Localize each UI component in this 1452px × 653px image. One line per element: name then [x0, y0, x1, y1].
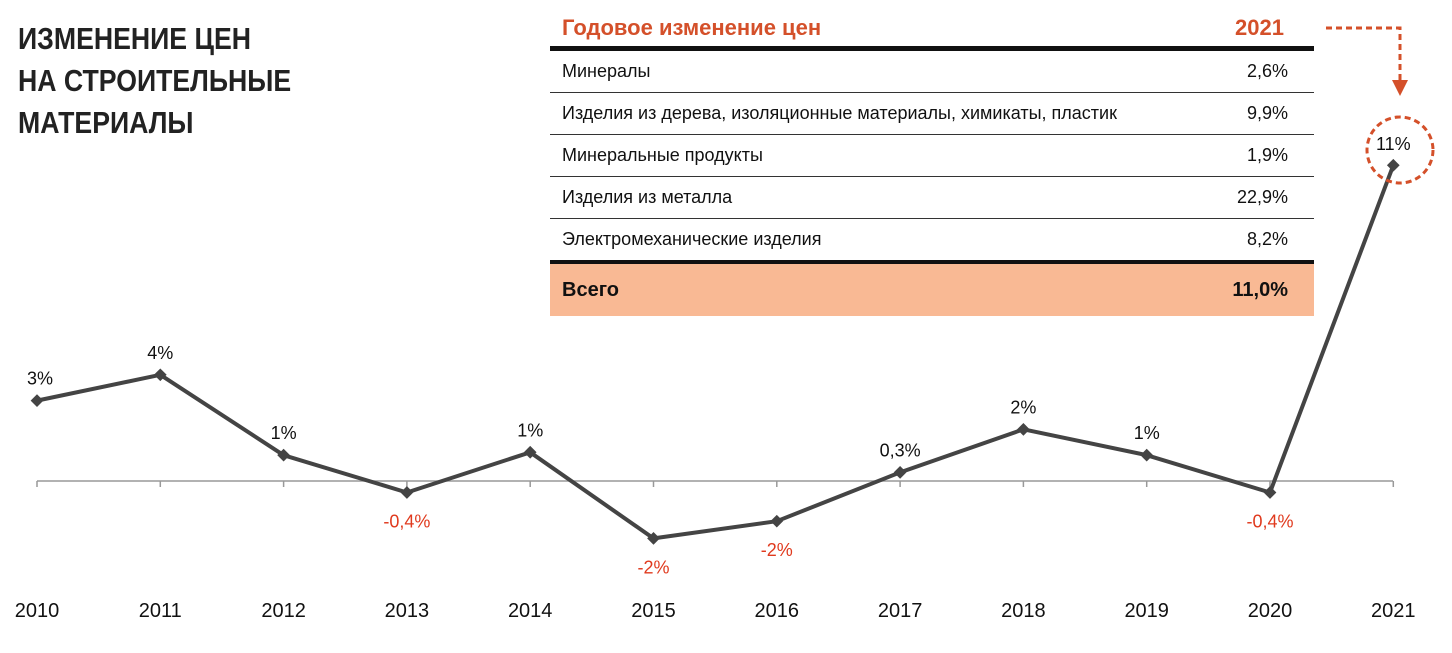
- row-value: 1,9%: [1207, 134, 1314, 177]
- data-point: [770, 514, 784, 528]
- data-label: -0,4%: [383, 511, 430, 531]
- data-point: [400, 486, 414, 499]
- data-point: [1386, 158, 1400, 172]
- title-line: МАТЕРИАЛЫ: [18, 105, 194, 140]
- data-label: 11%: [1376, 134, 1411, 154]
- x-tick-label: 2011: [139, 600, 182, 622]
- total-label: Всего: [550, 262, 1208, 316]
- row-label: Изделия из дерева, изоляционные материал…: [550, 92, 1208, 135]
- price-change-table: Годовое изменение цен 2021 Минералы 2,6% …: [550, 10, 1314, 316]
- data-label: 2%: [1010, 397, 1036, 417]
- data-point: [277, 448, 290, 462]
- data-label: -0,4%: [1246, 511, 1293, 531]
- data-label: 1%: [517, 420, 543, 440]
- row-value: 8,2%: [1207, 218, 1314, 264]
- x-tick-label: 2016: [755, 600, 800, 622]
- table-total-row: Всего 11,0%: [550, 262, 1314, 316]
- row-label: Изделия из металла: [550, 176, 1208, 219]
- data-label: 3%: [27, 369, 53, 389]
- highlight-circle: [1365, 115, 1435, 185]
- x-tick-label: 2014: [508, 600, 553, 622]
- chart-title: ИЗМЕНЕНИЕ ЦЕН НА СТРОИТЕЛЬНЫЕ МАТЕРИАЛЫ: [18, 18, 291, 144]
- data-label: 4%: [147, 343, 173, 363]
- x-tick-label: 2017: [878, 600, 923, 622]
- table-row: Электромеханические изделия 8,2%: [550, 218, 1314, 264]
- x-tick-label: 2012: [261, 600, 306, 622]
- table-row: Изделия из металла 22,9%: [550, 176, 1314, 219]
- data-label: -2%: [637, 557, 669, 577]
- total-value: 11,0%: [1207, 262, 1314, 316]
- row-value: 2,6%: [1207, 48, 1314, 93]
- data-point: [1263, 486, 1277, 499]
- table-header: Годовое изменение цен 2021: [550, 10, 1314, 51]
- data-point: [1140, 448, 1154, 462]
- arrow-head-icon: [1392, 80, 1408, 96]
- row-label: Минералы: [550, 48, 1208, 93]
- data-point: [30, 394, 44, 408]
- x-tick-label: 2019: [1124, 600, 1169, 622]
- table-header-label: Годовое изменение цен: [550, 10, 1208, 51]
- data-label: 1%: [1134, 423, 1160, 443]
- x-tick-label: 2013: [385, 600, 430, 622]
- table-row: Изделия из дерева, изоляционные материал…: [550, 92, 1314, 135]
- data-label: 1%: [271, 423, 297, 443]
- x-tick-label: 2018: [1001, 600, 1046, 622]
- x-tick-label: 2021: [1371, 600, 1416, 622]
- table-row: Минеральные продукты 1,9%: [550, 134, 1314, 177]
- row-label: Электромеханические изделия: [550, 218, 1208, 264]
- title-line: НА СТРОИТЕЛЬНЫЕ: [18, 63, 292, 98]
- row-label: Минеральные продукты: [550, 134, 1208, 177]
- x-tick-label: 2020: [1248, 600, 1293, 622]
- title-line: ИЗМЕНЕНИЕ ЦЕН: [18, 21, 252, 56]
- table-row: Минералы 2,6%: [550, 48, 1314, 93]
- data-point: [153, 368, 167, 382]
- data-label: -2%: [761, 540, 793, 560]
- callout-dashed-arrow: [1326, 26, 1402, 82]
- data-label: 0,3%: [880, 440, 921, 460]
- table-header-year: 2021: [1207, 10, 1314, 51]
- x-tick-label: 2015: [631, 600, 676, 622]
- series-line: [36, 164, 1396, 541]
- row-value: 22,9%: [1207, 176, 1314, 219]
- x-tick-label: 2010: [15, 600, 60, 622]
- row-value: 9,9%: [1207, 92, 1314, 135]
- data-point: [893, 466, 907, 479]
- data-point: [1017, 422, 1030, 436]
